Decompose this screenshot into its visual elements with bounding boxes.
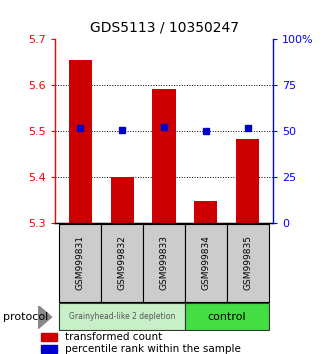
FancyBboxPatch shape [59,224,101,302]
FancyBboxPatch shape [185,224,227,302]
FancyBboxPatch shape [59,303,185,330]
Text: GSM999835: GSM999835 [243,235,252,290]
FancyBboxPatch shape [227,224,269,302]
Bar [153,88,175,223]
Bar [41,333,57,341]
Text: control: control [207,312,246,322]
Text: GSM999831: GSM999831 [76,235,85,290]
FancyBboxPatch shape [101,224,143,302]
Bar [194,201,217,223]
Text: Grainyhead-like 2 depletion: Grainyhead-like 2 depletion [69,312,175,321]
FancyBboxPatch shape [185,303,269,330]
Title: GDS5113 / 10350247: GDS5113 / 10350247 [90,21,238,35]
Text: percentile rank within the sample: percentile rank within the sample [65,344,241,354]
Bar [41,345,57,353]
Text: transformed count: transformed count [65,332,163,342]
Text: protocol: protocol [3,312,49,322]
Bar [69,59,92,223]
Bar [236,139,259,223]
Text: GSM999833: GSM999833 [160,235,168,290]
FancyBboxPatch shape [143,224,185,302]
Polygon shape [38,306,52,329]
Text: GSM999832: GSM999832 [118,235,127,290]
Text: GSM999834: GSM999834 [201,235,210,290]
Bar [111,177,134,223]
